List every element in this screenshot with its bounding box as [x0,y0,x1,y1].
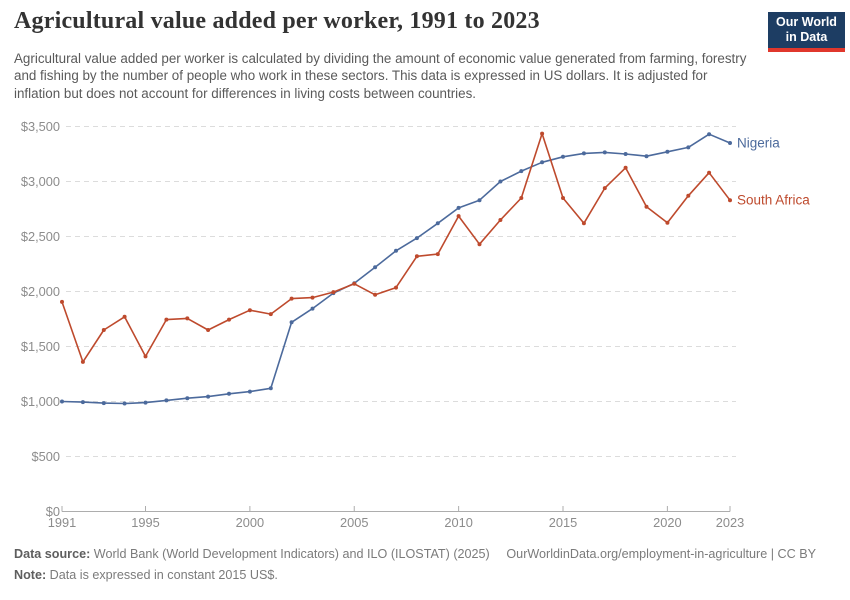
data-point-nigeria[interactable] [519,169,524,174]
y-axis-tick-label: $1,000 [21,394,60,409]
data-point-south-africa[interactable] [394,285,398,290]
series-label-nigeria[interactable]: Nigeria [737,136,780,151]
data-point-south-africa[interactable] [80,359,85,364]
owid-logo-line2: in Data [785,30,828,44]
data-point-nigeria[interactable] [540,160,545,165]
y-axis-tick-label: $3,500 [21,119,60,134]
data-point-south-africa[interactable] [268,312,273,317]
data-point-nigeria[interactable] [185,396,190,401]
data-point-nigeria[interactable] [101,401,106,406]
data-point-south-africa[interactable] [581,221,586,226]
data-point-south-africa[interactable] [373,292,378,297]
data-point-nigeria[interactable] [561,154,565,159]
x-axis-tick-label: 2010 [444,515,472,530]
data-point-south-africa[interactable] [206,328,211,332]
note-label: Note: [14,568,47,582]
data-point-south-africa[interactable] [122,314,127,319]
note-text: Note: Data is expressed in constant 2015… [14,568,278,582]
data-point-nigeria[interactable] [310,306,315,311]
chart-subtitle: Agricultural value added per worker is c… [14,51,747,101]
data-point-south-africa[interactable] [728,198,732,203]
data-point-south-africa[interactable] [435,252,440,257]
data-source-value: World Bank (World Development Indicators… [90,547,490,561]
x-axis-tick-label: 2005 [340,515,368,530]
data-point-nigeria[interactable] [665,149,670,154]
series-label-south-africa[interactable]: South Africa [737,193,810,208]
owid-logo-line1: Our World [776,15,837,29]
data-point-nigeria[interactable] [122,401,127,406]
data-point-nigeria[interactable] [373,265,378,270]
data-point-nigeria[interactable] [80,400,85,405]
page-title: Agricultural value added per worker, 199… [14,8,540,34]
data-point-south-africa[interactable] [352,281,357,286]
data-point-nigeria[interactable] [686,145,691,150]
data-point-nigeria[interactable] [268,386,273,391]
y-axis-tick-label: $0 [46,504,60,519]
data-point-south-africa[interactable] [247,308,252,313]
data-point-nigeria[interactable] [143,400,148,405]
data-point-south-africa[interactable] [185,316,190,321]
data-point-south-africa[interactable] [456,214,461,219]
owid-url-link[interactable]: OurWorldinData.org/employment-in-agricul… [506,547,816,561]
data-source-text: Data source: World Bank (World Developme… [14,546,490,562]
data-point-south-africa[interactable] [561,196,565,200]
data-point-nigeria[interactable] [289,320,294,325]
x-axis-tick-label: 1991 [48,515,76,530]
chart-footer: Data source: World Bank (World Developme… [14,546,816,583]
data-point-south-africa[interactable] [227,317,231,322]
data-point-nigeria[interactable] [414,236,419,241]
data-point-south-africa[interactable] [644,204,649,209]
x-axis-tick-label: 2023 [716,515,744,530]
x-axis-tick-label: 2000 [236,515,264,530]
y-axis-tick-label: $2,500 [21,229,60,244]
data-point-nigeria[interactable] [644,154,649,159]
data-point-nigeria[interactable] [602,150,607,155]
x-axis-tick-label: 2015 [549,515,577,530]
data-point-south-africa[interactable] [540,131,545,136]
data-point-south-africa[interactable] [414,254,419,259]
data-point-nigeria[interactable] [227,391,231,396]
data-point-south-africa[interactable] [519,196,524,200]
data-point-south-africa[interactable] [498,218,503,222]
data-point-nigeria[interactable] [623,152,628,156]
data-point-nigeria[interactable] [206,394,211,399]
data-point-south-africa[interactable] [477,242,482,247]
data-point-south-africa[interactable] [707,170,712,175]
data-point-south-africa[interactable] [164,317,169,322]
x-axis-tick-label: 1995 [131,515,159,530]
data-point-south-africa[interactable] [143,354,148,359]
y-axis-tick-label: $1,500 [21,339,60,354]
data-point-nigeria[interactable] [707,132,712,137]
data-point-south-africa[interactable] [686,193,691,198]
y-axis-tick-label: $500 [32,449,60,464]
data-point-nigeria[interactable] [581,151,586,156]
data-source-label: Data source: [14,547,91,561]
data-point-nigeria[interactable] [477,198,482,203]
y-axis-tick-label: $2,000 [21,284,60,299]
data-point-nigeria[interactable] [435,221,440,226]
data-point-nigeria[interactable] [247,389,252,394]
series-line-south-africa[interactable] [61,132,731,363]
data-point-south-africa[interactable] [665,220,670,225]
data-point-south-africa[interactable] [101,328,106,332]
note-value: Data is expressed in constant 2015 US$. [46,568,278,582]
data-point-south-africa[interactable] [602,186,607,191]
data-point-nigeria[interactable] [394,248,398,253]
data-point-nigeria[interactable] [164,398,169,403]
x-axis-tick-label: 2020 [653,515,681,530]
data-point-nigeria[interactable] [60,399,64,404]
data-point-south-africa[interactable] [310,295,315,300]
owid-logo: Our World in Data [768,12,845,52]
data-point-south-africa[interactable] [623,165,628,170]
data-point-nigeria[interactable] [728,141,732,145]
data-point-south-africa[interactable] [60,299,64,304]
data-point-south-africa[interactable] [289,296,294,301]
data-point-nigeria[interactable] [456,205,461,210]
data-point-south-africa[interactable] [331,290,336,295]
data-point-nigeria[interactable] [498,179,503,184]
y-axis-tick-label: $3,000 [21,174,60,189]
